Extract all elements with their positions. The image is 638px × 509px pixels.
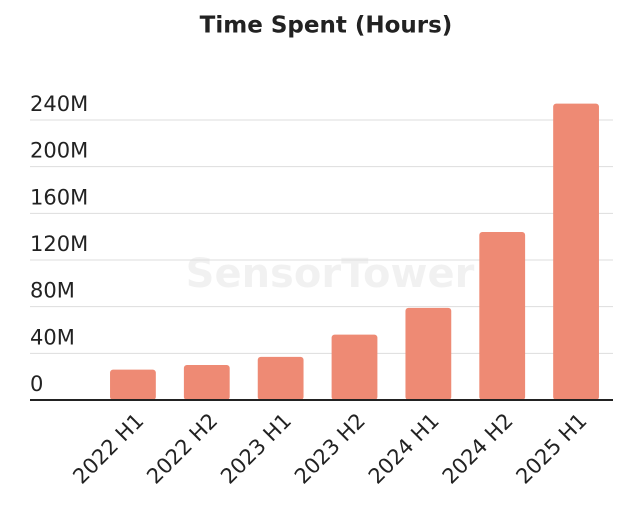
y-tick-label: 240M — [30, 92, 88, 116]
y-tick-label: 0 — [30, 372, 43, 396]
watermark: SensorTower — [186, 251, 475, 297]
chart-title: Time Spent (Hours) — [200, 13, 453, 39]
bar — [553, 103, 599, 401]
y-tick-label: 120M — [30, 232, 88, 256]
y-tick-label: 160M — [30, 185, 88, 209]
bar — [405, 307, 452, 400]
bar — [183, 365, 230, 400]
x-tick-label: 2025 H1 — [512, 409, 592, 489]
bar — [331, 334, 378, 400]
x-tick-label: 2022 H2 — [142, 409, 222, 489]
bar — [479, 232, 526, 400]
y-tick-label: 80M — [30, 279, 75, 303]
y-tick-label: 200M — [30, 139, 88, 163]
x-tick-label: 2024 H2 — [438, 409, 518, 489]
x-tick-label: 2024 H1 — [364, 409, 444, 489]
x-tick-label: 2023 H1 — [216, 409, 296, 489]
bar — [110, 369, 156, 400]
bar — [257, 356, 304, 400]
x-tick-label: 2023 H2 — [290, 409, 370, 489]
y-tick-label: 40M — [30, 325, 75, 349]
x-tick-label: 2022 H1 — [68, 409, 148, 489]
